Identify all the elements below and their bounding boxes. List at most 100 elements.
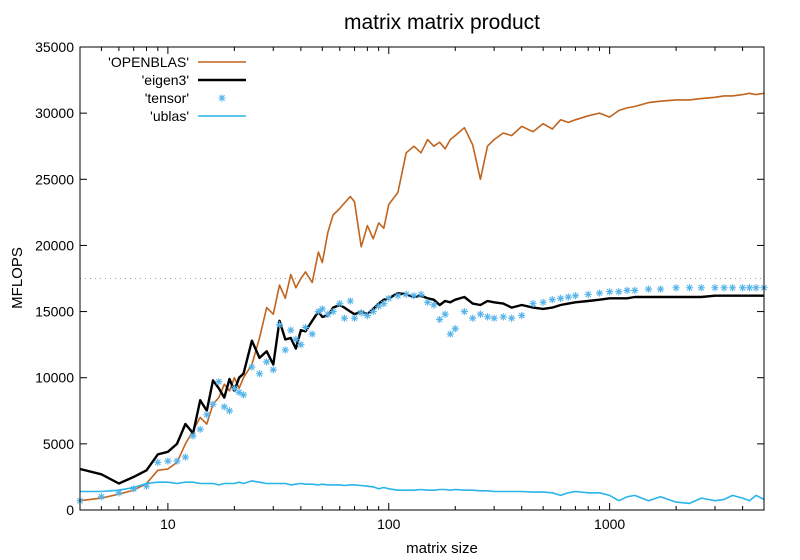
data-point-tensor-80 <box>720 284 728 292</box>
point-marker <box>745 284 754 292</box>
y-tick-label: 35000 <box>35 39 74 55</box>
point-marker <box>301 323 310 332</box>
chart-title: matrix matrix product <box>344 11 540 34</box>
point-marker <box>173 457 181 465</box>
point-marker <box>394 292 402 300</box>
data-point-tensor-51 <box>441 310 449 318</box>
data-point-tensor-27 <box>297 341 305 349</box>
series-line-0 <box>79 92 765 502</box>
point-marker <box>235 388 243 396</box>
data-point-tensor-75 <box>656 285 665 293</box>
data-point-tensor-71 <box>615 288 623 296</box>
series-layer <box>76 92 768 505</box>
series-line-3 <box>80 480 765 505</box>
data-point-tensor-66 <box>564 293 572 301</box>
data-point-tensor-65 <box>557 294 565 302</box>
point-marker <box>164 457 172 465</box>
data-point-tensor-43 <box>385 294 393 302</box>
legend: 'OPENBLAS' 'eigen3' 'tensor' 'ublas' <box>108 54 246 124</box>
data-point-tensor-49 <box>430 301 438 309</box>
data-point-tensor-3 <box>130 485 138 493</box>
data-point-tensor-79 <box>711 284 719 292</box>
point-marker <box>685 284 694 292</box>
point-marker <box>752 284 760 292</box>
data-point-tensor-39 <box>363 311 371 320</box>
data-point-tensor-74 <box>644 285 653 293</box>
data-point-tensor-45 <box>402 290 410 298</box>
data-point-tensor-20 <box>255 370 264 378</box>
point-marker <box>248 363 256 371</box>
data-point-tensor-48 <box>424 298 432 306</box>
point-marker <box>529 300 537 308</box>
data-point-tensor-1 <box>97 493 106 501</box>
data-point-tensor-21 <box>263 358 271 366</box>
point-marker <box>451 325 459 333</box>
data-point-tensor-26 <box>292 335 300 343</box>
data-point-tensor-9 <box>189 432 197 440</box>
data-point-tensor-50 <box>436 315 444 324</box>
point-marker <box>424 298 432 306</box>
point-marker <box>539 298 547 306</box>
data-point-tensor-12 <box>209 400 217 408</box>
data-point-tensor-36 <box>346 297 354 305</box>
y-tick-label: 15000 <box>35 304 74 320</box>
data-point-tensor-46 <box>410 292 418 300</box>
point-marker <box>287 326 295 334</box>
data-point-tensor-23 <box>275 321 284 329</box>
data-point-tensor-16 <box>230 384 238 392</box>
y-tick-label: 0 <box>66 502 74 518</box>
point-marker <box>557 294 565 302</box>
point-marker <box>595 289 604 297</box>
point-marker <box>255 370 264 378</box>
point-marker <box>490 314 498 322</box>
data-point-tensor-2 <box>115 489 123 497</box>
y-tick-label: 10000 <box>35 370 74 386</box>
point-marker <box>346 297 354 305</box>
point-marker <box>269 366 277 374</box>
data-point-tensor-67 <box>571 292 580 300</box>
point-marker <box>189 432 197 440</box>
point-marker <box>142 482 151 490</box>
data-point-tensor-31 <box>318 305 326 313</box>
point-marker <box>154 458 162 466</box>
point-marker <box>548 296 556 304</box>
data-point-tensor-59 <box>499 313 507 321</box>
y-tick-label: 30000 <box>35 105 74 121</box>
point-marker <box>584 290 592 298</box>
x-tick-label: 1000 <box>594 516 625 532</box>
point-marker <box>263 358 271 366</box>
point-marker <box>130 485 138 493</box>
data-point-tensor-17 <box>235 388 243 396</box>
data-point-tensor-38 <box>357 309 365 317</box>
point-marker <box>385 294 393 302</box>
point-marker <box>469 314 477 322</box>
data-point-tensor-83 <box>745 284 754 292</box>
data-point-tensor-76 <box>672 284 680 292</box>
y-tick-label: 25000 <box>35 171 74 187</box>
data-point-tensor-78 <box>697 284 705 292</box>
data-point-tensor-62 <box>529 300 537 308</box>
data-point-tensor-14 <box>220 403 228 411</box>
point-marker <box>363 311 371 320</box>
point-marker <box>518 311 526 320</box>
legend-label: 'eigen3' <box>142 72 189 88</box>
data-point-tensor-77 <box>685 284 694 292</box>
point-marker <box>441 310 449 318</box>
data-point-tensor-47 <box>417 290 425 298</box>
data-point-tensor-41 <box>375 302 383 310</box>
point-marker <box>281 346 289 354</box>
data-point-tensor-69 <box>595 289 604 297</box>
point-marker <box>623 286 631 295</box>
point-marker <box>308 330 316 338</box>
point-marker <box>644 285 653 293</box>
data-point-tensor-8 <box>181 453 189 461</box>
x-tick-label: 100 <box>377 516 401 532</box>
point-marker <box>483 313 492 321</box>
data-point-tensor-72 <box>623 286 631 295</box>
point-marker <box>209 400 217 408</box>
data-point-tensor-44 <box>394 292 402 300</box>
point-marker <box>380 300 388 308</box>
y-tick-label: 5000 <box>43 436 74 452</box>
point-marker <box>499 313 507 321</box>
point-marker <box>97 493 106 501</box>
